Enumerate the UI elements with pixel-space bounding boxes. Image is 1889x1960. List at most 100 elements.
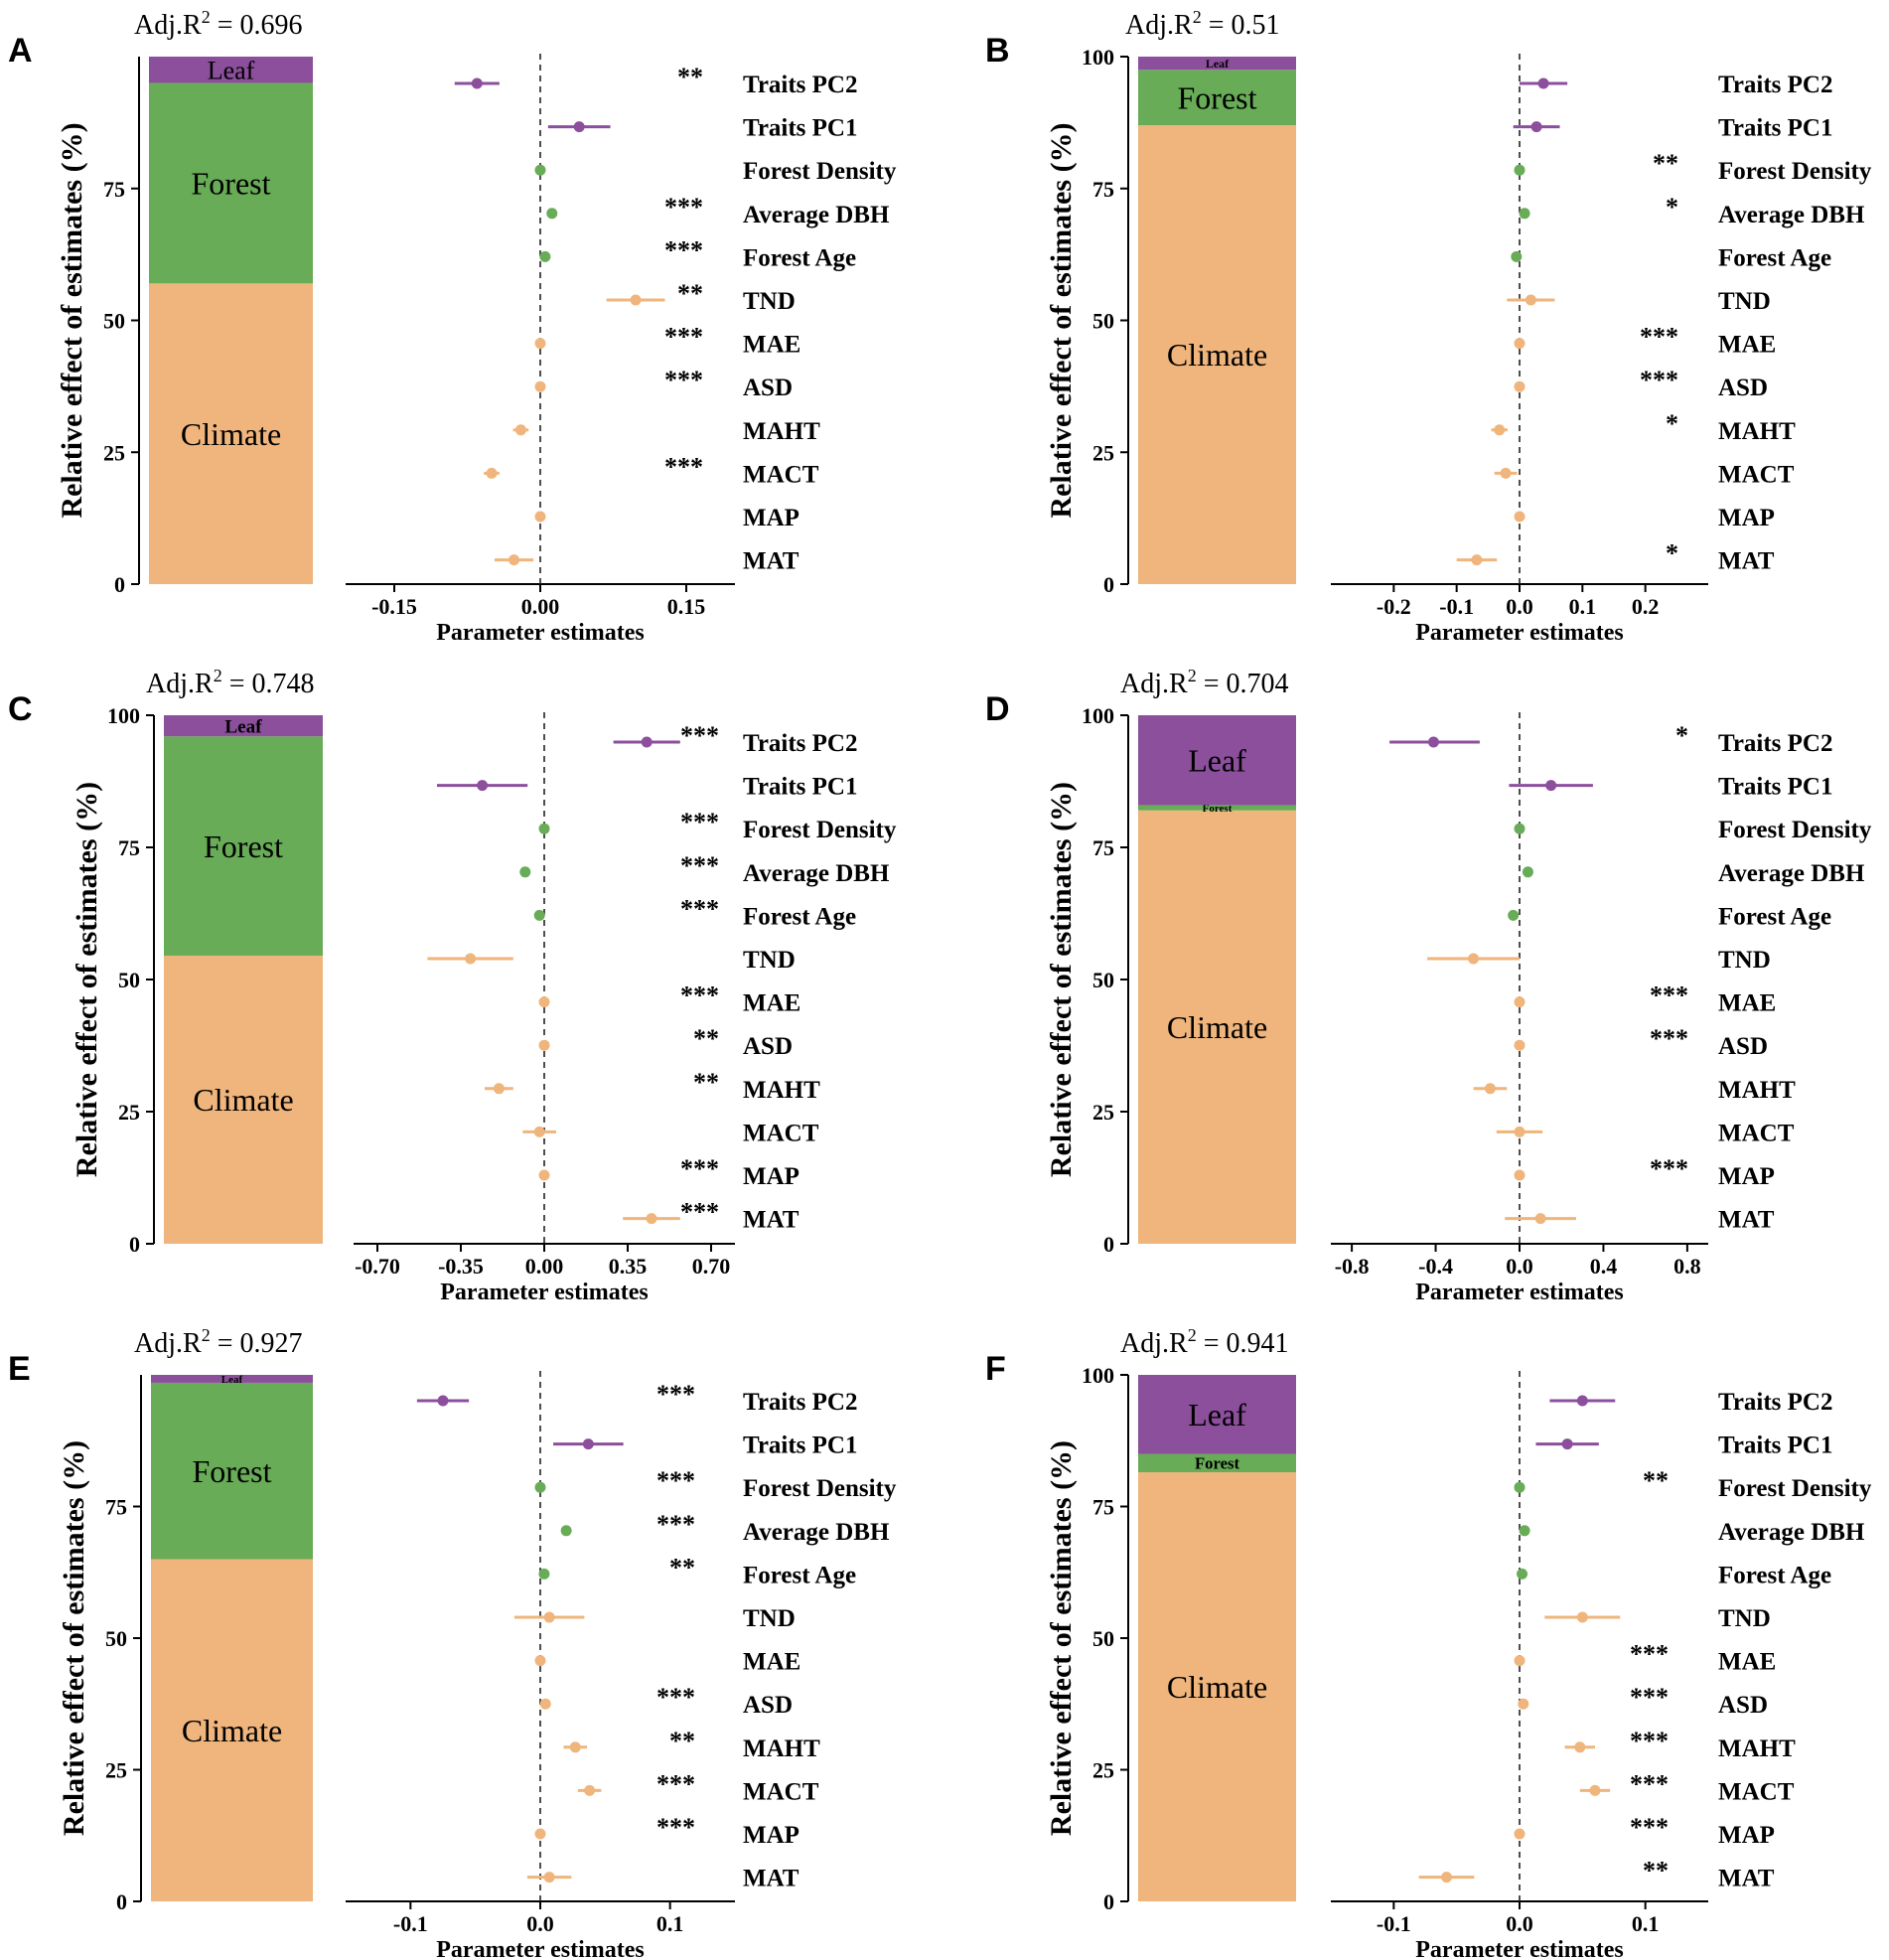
stack-label-climate: Climate <box>1167 1009 1267 1045</box>
stack-label-climate: Climate <box>182 1713 282 1748</box>
estimate-point <box>477 780 489 792</box>
stack-segment-leaf <box>1138 1375 1296 1454</box>
estimate-point <box>437 1395 449 1407</box>
y-tick-label: 100 <box>1082 1363 1114 1388</box>
significance-stars: * <box>1666 193 1678 222</box>
variable-label: MACT <box>1718 461 1795 488</box>
variable-label: MAT <box>1718 1866 1775 1892</box>
stack-label-leaf: Leaf <box>208 56 255 84</box>
variable-label: Traits PC2 <box>1718 72 1833 98</box>
x-tick-label: 0.0 <box>1506 1911 1533 1936</box>
x-tick-label: 0.8 <box>1673 1254 1701 1279</box>
estimate-point <box>1500 467 1512 479</box>
significance-stars: ** <box>1643 1857 1669 1885</box>
variable-label: Traits PC1 <box>1718 774 1833 801</box>
variable-label: MAT <box>1718 548 1775 575</box>
x-tick-label: -0.1 <box>1439 594 1474 619</box>
variable-label: MAE <box>743 990 800 1017</box>
estimate-point <box>1514 1126 1526 1137</box>
variable-label: Forest Age <box>743 1562 856 1588</box>
x-axis-label: Parameter estimates <box>436 620 644 646</box>
y-tick-label: 50 <box>118 968 140 992</box>
panel-letter: B <box>985 32 1010 70</box>
variable-label: ASD <box>1718 1033 1768 1060</box>
x-tick-label: 0.70 <box>692 1254 731 1279</box>
adj-r2-title: Adj.R2 = 0.941 <box>1120 1325 1288 1359</box>
y-tick-label: 0 <box>129 1232 140 1257</box>
stack-segment-leaf <box>1138 715 1296 806</box>
y-axis-label: Relative effect of estimates (%) <box>56 122 88 518</box>
x-tick-label: -0.35 <box>438 1254 484 1279</box>
stack-label-climate: Climate <box>1167 337 1267 373</box>
panel-letter: A <box>8 32 33 70</box>
x-tick-label: 0.00 <box>525 1254 564 1279</box>
y-tick-label: 50 <box>1092 968 1114 992</box>
significance-stars: *** <box>1640 323 1678 352</box>
stack-segment-climate <box>149 283 313 584</box>
estimate-point <box>538 1039 550 1051</box>
variable-label: Forest Density <box>1718 158 1872 185</box>
stack-segment-forest <box>151 1382 313 1560</box>
stack-label-leaf: Leaf <box>1188 1397 1246 1432</box>
variable-label: MAHT <box>1718 1077 1796 1104</box>
estimate-point <box>1561 1438 1573 1450</box>
panel-F: F Adj.R2 = 0.941 Relative effect of estima… <box>985 1325 1872 1960</box>
variable-label: Average DBH <box>743 202 890 228</box>
variable-label: TND <box>743 1605 796 1632</box>
estimate-point <box>1514 1039 1526 1051</box>
variable-label: Average DBH <box>1718 860 1865 887</box>
estimate-point <box>534 511 546 523</box>
y-tick-label: 50 <box>103 309 125 334</box>
estimate-point <box>1441 1872 1453 1884</box>
significance-stars: *** <box>664 323 703 352</box>
variable-label: MAHT <box>1718 1735 1796 1762</box>
y-tick-label: 0 <box>114 572 125 597</box>
y-tick-label: 50 <box>1092 309 1114 334</box>
estimate-point <box>569 1741 581 1753</box>
variable-label: Forest Density <box>1718 817 1872 843</box>
variable-label: MAT <box>743 548 799 575</box>
significance-stars: *** <box>664 193 703 222</box>
significance-stars: *** <box>680 721 719 750</box>
y-tick-label: 100 <box>1082 45 1114 70</box>
x-axis-label: Parameter estimates <box>1415 1280 1623 1305</box>
variable-label: Average DBH <box>743 860 890 887</box>
variable-label: Forest Age <box>1718 903 1831 930</box>
significance-stars: *** <box>656 1510 695 1539</box>
estimate-point <box>534 1828 546 1840</box>
variable-label: MACT <box>1718 1120 1795 1146</box>
y-tick-label: 50 <box>105 1626 127 1651</box>
variable-label: Forest Density <box>1718 1475 1872 1502</box>
significance-stars: *** <box>1630 1769 1669 1798</box>
significance-stars: *** <box>656 1380 695 1409</box>
variable-label: MAP <box>1718 1822 1775 1849</box>
variable-label: TND <box>1718 288 1771 315</box>
estimate-point <box>465 953 477 965</box>
y-tick-label: 75 <box>1092 1495 1114 1520</box>
significance-stars: *** <box>1630 1683 1669 1712</box>
stack-label-climate: Climate <box>181 416 281 452</box>
y-axis-label: Relative effect of estimates (%) <box>1045 1440 1078 1836</box>
y-tick-label: 0 <box>116 1889 127 1914</box>
significance-stars: ** <box>677 279 703 308</box>
variable-label: MACT <box>1718 1778 1795 1805</box>
x-tick-label: 0.35 <box>609 1254 648 1279</box>
y-tick-label: 0 <box>1103 1232 1114 1257</box>
estimate-point <box>646 1213 657 1225</box>
significance-stars: ** <box>1653 149 1678 178</box>
estimate-point <box>1514 1481 1526 1493</box>
variable-label: Average DBH <box>1718 202 1865 228</box>
x-tick-label: -0.8 <box>1335 1254 1370 1279</box>
estimate-point <box>1545 780 1557 792</box>
stack-label-leaf: Leaf <box>221 1374 243 1386</box>
x-axis-label: Parameter estimates <box>440 1280 648 1305</box>
significance-stars: ** <box>677 63 703 91</box>
variable-label: ASD <box>1718 1692 1768 1719</box>
panel-letter: F <box>985 1350 1006 1388</box>
stack-label-climate: Climate <box>1167 1669 1267 1705</box>
estimate-point <box>1514 1655 1526 1667</box>
adj-r2-title: Adj.R2 = 0.748 <box>146 666 314 699</box>
stack-segment-leaf <box>1138 57 1296 71</box>
estimate-point <box>1514 338 1526 350</box>
significance-stars: *** <box>1640 366 1678 394</box>
